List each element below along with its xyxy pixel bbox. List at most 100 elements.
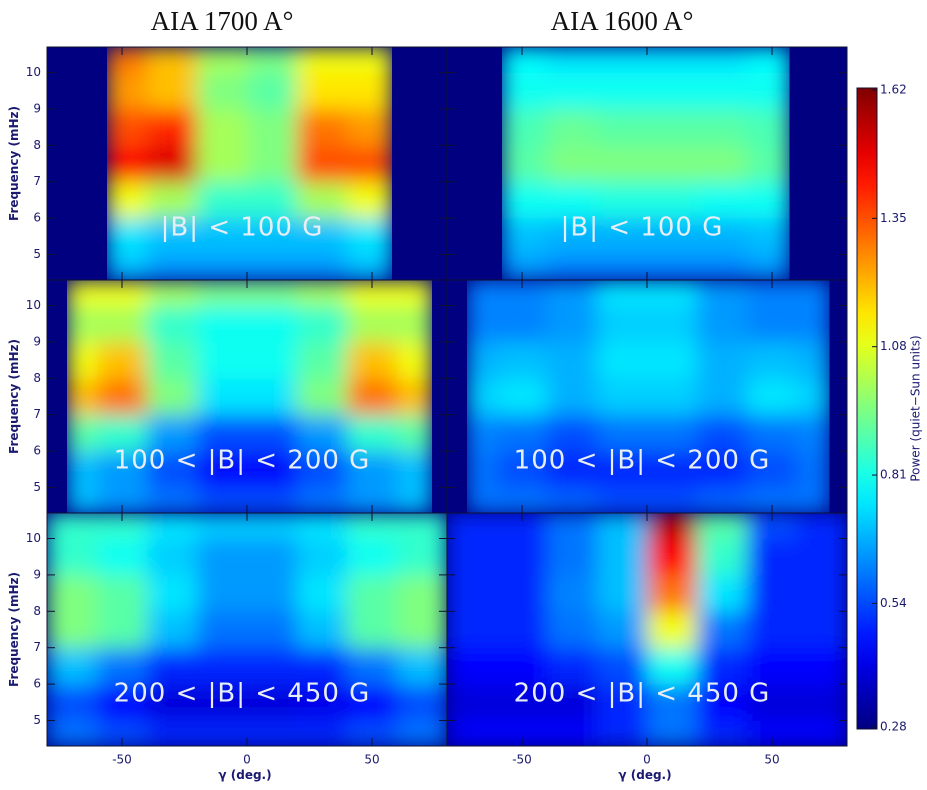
heatmap-cell [747, 538, 798, 576]
y-tick-label: 9 [33, 334, 41, 348]
heatmap-cell [797, 513, 847, 539]
heatmap-cell [647, 254, 698, 280]
colorbar [856, 87, 878, 730]
heatmap-clip [467, 280, 830, 513]
heatmap-cell [547, 451, 598, 489]
heatmap-cell [197, 684, 248, 722]
heatmap-cell [697, 145, 748, 183]
heatmap [502, 47, 790, 280]
heatmap-cell [147, 218, 198, 256]
heatmap-cell [797, 487, 830, 513]
heatmap-cell [647, 218, 698, 256]
heatmap-cell [97, 647, 148, 685]
heatmap-cell [547, 341, 598, 379]
heatmap-cell [547, 538, 598, 576]
heatmap-cell [197, 72, 248, 110]
x-tick-label: -50 [112, 753, 132, 767]
x-tick-label: 50 [364, 753, 379, 767]
heatmap-cell [747, 108, 790, 146]
y-tick-label: 8 [33, 138, 41, 152]
colorbar-tick-label: 0.54 [880, 596, 907, 610]
heatmap-cell [747, 72, 790, 110]
heatmap-cell [297, 414, 348, 452]
heatmap-cell [297, 684, 348, 722]
heatmap-cell [597, 145, 648, 183]
heatmap-cell [747, 181, 790, 219]
heatmap-cell [347, 305, 398, 343]
heatmap-cell [697, 684, 748, 722]
y-tick-label: 7 [33, 174, 41, 188]
heatmap-cell [67, 414, 98, 452]
heatmap-cell [747, 684, 798, 722]
heatmap-cell [597, 181, 648, 219]
heatmap-cell [747, 574, 798, 612]
heatmap-cell [547, 684, 598, 722]
heatmap-cell [247, 720, 298, 746]
heatmap-cell [397, 574, 447, 612]
heatmap-cell [547, 378, 598, 416]
heatmap-cell [247, 341, 298, 379]
x-tick-label: 50 [764, 753, 779, 767]
heatmap-cell [697, 414, 748, 452]
heatmap-cell [647, 47, 698, 73]
heatmap-cell [747, 414, 798, 452]
heatmap-cell [797, 611, 847, 649]
heatmap-cell [397, 451, 432, 489]
panel-label: 200 < |B| < 450 G [114, 679, 371, 709]
heatmap-cell [747, 218, 790, 256]
heatmap-cell [197, 280, 248, 306]
x-axis-label: γ (deg.) [618, 768, 671, 782]
heatmap-clip [67, 280, 432, 513]
heatmap-cell [297, 487, 348, 513]
x-axis-label: γ (deg.) [218, 768, 271, 782]
heatmap-cell [747, 47, 790, 73]
y-tick-label: 6 [33, 211, 41, 225]
heatmap-cell [67, 378, 98, 416]
y-tick-label: 5 [33, 713, 41, 727]
y-axis-label: Frequency (mHz) [7, 572, 21, 687]
panel-label: 100 < |B| < 200 G [114, 446, 371, 476]
colorbar-tick-label: 0.28 [880, 720, 907, 734]
heatmap-cell [47, 538, 98, 576]
heatmap-cell [147, 487, 198, 513]
heatmap-cell [797, 720, 847, 746]
heatmap-cell [467, 414, 498, 452]
heatmap-cell [697, 47, 748, 73]
heatmap-cell [447, 611, 498, 649]
heatmap-cell [697, 611, 748, 649]
heatmap [467, 280, 830, 513]
heatmap-cell [247, 305, 298, 343]
heatmap-cell [47, 611, 98, 649]
heatmap-cell [697, 218, 748, 256]
heatmap-cell [347, 684, 398, 722]
heatmap-cell [747, 254, 790, 280]
heatmap-cell [97, 611, 148, 649]
heatmap-cell [502, 145, 548, 183]
heatmap-cell [697, 280, 748, 306]
heatmap-cell [547, 181, 598, 219]
heatmap-cell [107, 108, 148, 146]
heatmap-cell [647, 538, 698, 576]
heatmap-cell [597, 47, 648, 73]
heatmap-cell [247, 218, 298, 256]
heatmap-cell [297, 341, 348, 379]
heatmap-cell [347, 108, 392, 146]
heatmap-cell [197, 305, 248, 343]
heatmap-cell [447, 538, 498, 576]
heatmap-cell [547, 574, 598, 612]
heatmap-cell [697, 538, 748, 576]
heatmap-cell [347, 145, 392, 183]
heatmap-cell [147, 47, 198, 73]
heatmap-cell [147, 574, 198, 612]
heatmap-cell [197, 218, 248, 256]
heatmap-cell [597, 647, 648, 685]
heatmap-cell [467, 305, 498, 343]
heatmap-cell [547, 487, 598, 513]
y-tick-label: 7 [33, 640, 41, 654]
heatmap-cell [647, 305, 698, 343]
heatmap-cell [497, 574, 548, 612]
panel-label: 100 < |B| < 200 G [514, 446, 771, 476]
heatmap-cell [147, 145, 198, 183]
heatmap-cell [597, 684, 648, 722]
heatmap-cell [797, 574, 847, 612]
